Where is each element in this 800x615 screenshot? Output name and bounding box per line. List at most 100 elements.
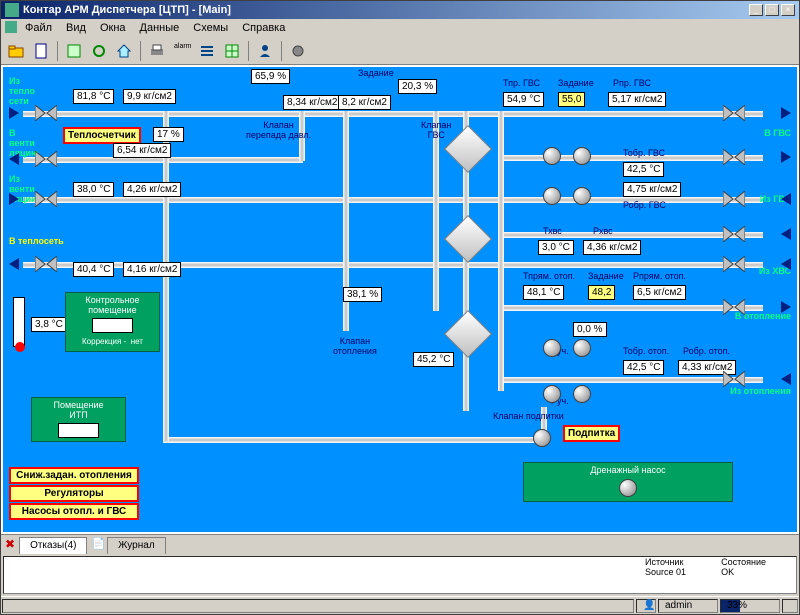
valve-icon [723,149,745,165]
thermometer-icon [13,297,25,347]
istochnik-val: Source 01 [645,567,686,577]
valve-icon [35,105,57,121]
caption-zadanie: Задание [358,69,394,79]
app-icon [5,3,19,17]
caption-phvs: Рхвс [593,227,613,237]
menu-icon [5,21,17,33]
maximize-button[interactable]: □ [765,4,779,16]
bottom-tabs: ✖ Отказы(4) 📄 Журнал [1,534,799,554]
caption-klapan-ot: Клапан отопления [333,337,377,357]
tb-btn-7[interactable] [254,40,276,62]
sostoyanie-val: OK [721,567,766,577]
val-ppr-gvs: 5,17 кг/см2 [608,92,666,107]
tb-btn-alarm[interactable]: alarm [171,40,193,62]
val-zadanie-gvs[interactable]: 55,0 [558,92,585,107]
menu-schemes[interactable]: Схемы [187,21,234,35]
valve-icon [723,226,745,242]
val-tpryam: 48,1 °C [523,285,564,300]
btn-podpitka[interactable]: Подпитка [563,425,620,442]
open-button[interactable] [5,40,27,62]
val-p-416: 4,16 кг/см2 [123,262,181,277]
val-ppryam: 6,5 кг/см2 [633,285,686,300]
arrow-icon [9,193,19,205]
minimize-button[interactable]: _ [749,4,763,16]
pump-icon [533,429,551,447]
box-kontrolnoe: Контрольное помещение 17,2 °C Коррекция … [65,292,160,352]
arrow-icon [9,107,19,119]
status-user: admin [658,599,718,613]
window-title: Контар АРМ Диспетчера [ЦТП] - [Main] [23,4,749,16]
status-empty [2,599,634,613]
valve-icon [723,191,745,207]
caption-thvs: Тхвс [543,227,562,237]
status-panel: Источник Source 01 Состояние OK [3,556,797,594]
tb-btn-4[interactable] [146,40,168,62]
valve-icon [723,371,745,387]
val-p-426: 4,26 кг/см2 [123,182,181,197]
tab-zhurnal[interactable]: Журнал [107,537,166,554]
grid-icon [224,43,240,59]
alert-icon: ✖ [5,537,15,554]
val-p-in: 9,9 кг/см2 [123,89,176,104]
caption-zadanie2: Задание [558,79,594,89]
new-button[interactable] [30,40,52,62]
btn-snizh[interactable]: Сниж.задан. отопления [9,467,139,484]
status-progress: 33% [720,599,780,613]
label-iz-teploseti: Из тепло сети [9,77,35,107]
val-t-38: 38,0 °C [73,182,114,197]
val-t-452: 45,2 °C [413,352,454,367]
caption-zadanie3: Задание [588,272,624,282]
sostoyanie-label: Состояние [721,557,766,567]
menu-view[interactable]: Вид [60,21,92,35]
valve-icon [723,299,745,315]
tb-btn-8[interactable] [287,40,309,62]
val-p-654: 6,54 кг/см2 [113,143,171,158]
pump-icon [619,479,637,497]
val-zadanie-ot[interactable]: 48,2 [588,285,615,300]
val-pct-17: 17 % [153,127,184,142]
caption-tobr-ot: Тобр. отоп. [623,347,669,357]
caption-pobr-ot: Робр. отоп. [683,347,730,357]
menu-help[interactable]: Справка [236,21,291,35]
caption-pobr-gvs: Робр. ГВС [623,201,666,211]
val-t-in: 81,8 °C [73,89,114,104]
toolbar: alarm [1,37,799,65]
menu-file[interactable]: Файл [19,21,58,35]
valve-icon [723,105,745,121]
arrow-icon [9,258,19,270]
arrow-icon [9,153,19,165]
tb-btn-2[interactable] [88,40,110,62]
pump-icon [573,385,591,403]
tb-btn-5[interactable] [196,40,218,62]
kontr-pom-label: Контрольное помещение [68,295,157,315]
btn-nasosy[interactable]: Насосы отопл. и ГВС [9,503,139,520]
caption-klapan-podpitki: Клапан подпитки [493,412,564,422]
journal-icon: 📄 [91,537,105,554]
status-pct: 33% [727,600,747,611]
label-iz-otopleniya: Из отопления [730,387,791,397]
caption-ppr-gvs: Рпр. ГВС [613,79,651,89]
menu-windows[interactable]: Окна [94,21,132,35]
alarm-icon: alarm [174,43,190,59]
caption-tpr-gvs: Тпр. ГВС [503,79,540,89]
menu-data[interactable]: Данные [134,21,186,35]
user-icon [257,43,273,59]
close-button[interactable]: × [781,4,795,16]
scada-canvas: Из тепло сети В венти ляцию Из венти ляц… [3,67,797,532]
pump-icon [573,147,591,165]
val-t38b: 3,8 °C [31,317,67,332]
val-tpr-gvs: 54,9 °C [503,92,544,107]
tb-btn-3[interactable] [113,40,135,62]
status-flag [782,599,798,613]
btn-regulatory[interactable]: Регуляторы [9,485,139,502]
btn-teploschetchik[interactable]: Теплосчетчик [63,127,141,144]
valve-icon [35,256,57,272]
box-drenazh: Дренажный насос [523,462,733,502]
pipe [498,111,504,391]
tb-btn-6[interactable] [221,40,243,62]
caption-tpryam: Тпрям. отоп. [523,272,575,282]
caption-ppryam: Рпрям. отоп. [633,272,686,282]
tab-otkazy[interactable]: Отказы(4) [19,537,87,554]
tb-btn-1[interactable] [63,40,85,62]
home-icon [116,43,132,59]
